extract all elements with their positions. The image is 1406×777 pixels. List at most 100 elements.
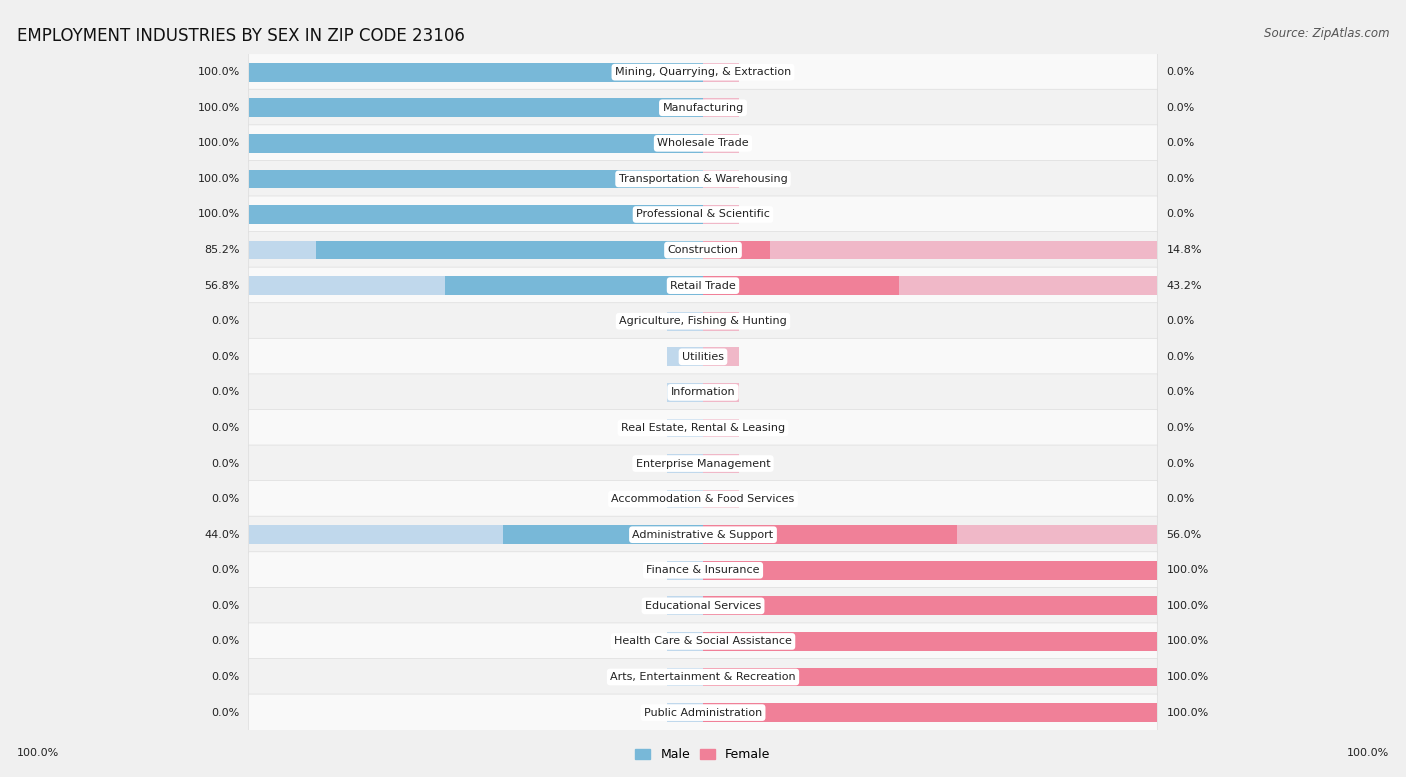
Text: 14.8%: 14.8% <box>1167 245 1202 255</box>
Text: 43.2%: 43.2% <box>1167 280 1202 291</box>
Bar <box>703 703 1157 722</box>
Bar <box>666 490 703 508</box>
Text: 56.8%: 56.8% <box>204 280 239 291</box>
Text: 0.0%: 0.0% <box>211 316 239 326</box>
Text: 0.0%: 0.0% <box>1167 138 1195 148</box>
Text: 0.0%: 0.0% <box>1167 67 1195 77</box>
Text: 85.2%: 85.2% <box>204 245 239 255</box>
Bar <box>249 134 703 153</box>
Text: Accommodation & Food Services: Accommodation & Food Services <box>612 494 794 504</box>
Text: 0.0%: 0.0% <box>1167 458 1195 469</box>
Text: 100.0%: 100.0% <box>1167 636 1209 646</box>
Bar <box>703 597 1157 615</box>
Text: Transportation & Warehousing: Transportation & Warehousing <box>619 174 787 184</box>
Text: EMPLOYMENT INDUSTRIES BY SEX IN ZIP CODE 23106: EMPLOYMENT INDUSTRIES BY SEX IN ZIP CODE… <box>17 27 465 45</box>
Text: 100.0%: 100.0% <box>197 103 239 113</box>
Bar <box>703 312 740 330</box>
Bar <box>703 134 740 153</box>
FancyBboxPatch shape <box>249 587 1157 625</box>
Text: 100.0%: 100.0% <box>197 67 239 77</box>
Text: Real Estate, Rental & Leasing: Real Estate, Rental & Leasing <box>621 423 785 433</box>
Bar <box>703 63 740 82</box>
Bar <box>703 277 1157 295</box>
Text: Source: ZipAtlas.com: Source: ZipAtlas.com <box>1264 27 1389 40</box>
Bar <box>703 703 1157 722</box>
Bar <box>703 241 1157 260</box>
Text: 0.0%: 0.0% <box>1167 103 1195 113</box>
Text: 0.0%: 0.0% <box>1167 494 1195 504</box>
Text: Professional & Scientific: Professional & Scientific <box>636 210 770 219</box>
Bar <box>503 525 703 544</box>
FancyBboxPatch shape <box>249 445 1157 482</box>
Bar <box>703 561 1157 580</box>
FancyBboxPatch shape <box>249 659 1157 695</box>
Bar <box>249 205 703 224</box>
Text: 56.0%: 56.0% <box>1167 530 1202 540</box>
Bar <box>666 561 703 580</box>
Text: 0.0%: 0.0% <box>211 672 239 682</box>
Bar <box>703 383 740 402</box>
FancyBboxPatch shape <box>249 196 1157 233</box>
Text: 0.0%: 0.0% <box>1167 423 1195 433</box>
Bar <box>703 169 740 188</box>
Text: Retail Trade: Retail Trade <box>671 280 735 291</box>
Bar <box>703 205 740 224</box>
Text: 0.0%: 0.0% <box>211 636 239 646</box>
Bar <box>249 525 703 544</box>
Bar <box>703 277 900 295</box>
Bar <box>703 347 740 366</box>
Text: 0.0%: 0.0% <box>211 458 239 469</box>
Text: 0.0%: 0.0% <box>211 494 239 504</box>
Bar <box>703 455 740 473</box>
Text: 0.0%: 0.0% <box>1167 174 1195 184</box>
Bar <box>666 632 703 651</box>
Text: Manufacturing: Manufacturing <box>662 103 744 113</box>
FancyBboxPatch shape <box>249 481 1157 517</box>
Bar <box>666 597 703 615</box>
Text: 100.0%: 100.0% <box>1167 708 1209 718</box>
Text: 0.0%: 0.0% <box>211 601 239 611</box>
Text: Wholesale Trade: Wholesale Trade <box>657 138 749 148</box>
FancyBboxPatch shape <box>249 267 1157 304</box>
Bar <box>703 667 1157 686</box>
Bar <box>703 667 1157 686</box>
Bar <box>703 561 1157 580</box>
FancyBboxPatch shape <box>249 409 1157 447</box>
Text: Enterprise Management: Enterprise Management <box>636 458 770 469</box>
Bar <box>703 525 1157 544</box>
Bar <box>666 312 703 330</box>
Bar <box>444 277 703 295</box>
Bar <box>249 63 703 82</box>
FancyBboxPatch shape <box>249 516 1157 553</box>
FancyBboxPatch shape <box>249 552 1157 589</box>
Text: Public Administration: Public Administration <box>644 708 762 718</box>
Text: Educational Services: Educational Services <box>645 601 761 611</box>
Text: 0.0%: 0.0% <box>211 708 239 718</box>
Text: 0.0%: 0.0% <box>211 352 239 362</box>
Text: Mining, Quarrying, & Extraction: Mining, Quarrying, & Extraction <box>614 67 792 77</box>
Text: Agriculture, Fishing & Hunting: Agriculture, Fishing & Hunting <box>619 316 787 326</box>
Bar <box>666 667 703 686</box>
Bar <box>703 241 770 260</box>
Text: 100.0%: 100.0% <box>1167 672 1209 682</box>
Text: 100.0%: 100.0% <box>1167 566 1209 575</box>
Legend: Male, Female: Male, Female <box>636 748 770 761</box>
FancyBboxPatch shape <box>249 54 1157 91</box>
Text: Arts, Entertainment & Recreation: Arts, Entertainment & Recreation <box>610 672 796 682</box>
Text: Health Care & Social Assistance: Health Care & Social Assistance <box>614 636 792 646</box>
Text: 44.0%: 44.0% <box>204 530 239 540</box>
Bar <box>703 632 1157 651</box>
FancyBboxPatch shape <box>249 338 1157 375</box>
Bar <box>703 597 1157 615</box>
Bar <box>703 99 740 117</box>
Bar <box>249 99 703 117</box>
Text: Utilities: Utilities <box>682 352 724 362</box>
Text: Administrative & Support: Administrative & Support <box>633 530 773 540</box>
Text: 100.0%: 100.0% <box>197 210 239 219</box>
Text: 100.0%: 100.0% <box>17 747 59 758</box>
Text: 0.0%: 0.0% <box>1167 316 1195 326</box>
Bar <box>249 169 703 188</box>
Text: 100.0%: 100.0% <box>197 138 239 148</box>
Bar <box>666 703 703 722</box>
Bar <box>703 419 740 437</box>
